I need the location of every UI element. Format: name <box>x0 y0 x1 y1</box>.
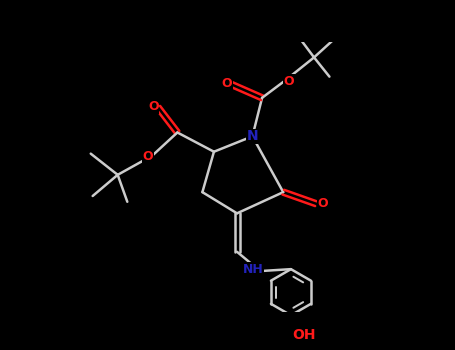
Text: OH: OH <box>293 328 316 342</box>
Text: O: O <box>318 197 328 210</box>
Text: O: O <box>142 150 153 163</box>
Text: N: N <box>247 130 258 144</box>
Text: NH: NH <box>243 262 263 276</box>
Text: O: O <box>221 77 232 90</box>
Text: O: O <box>284 75 294 88</box>
Text: O: O <box>148 100 159 113</box>
